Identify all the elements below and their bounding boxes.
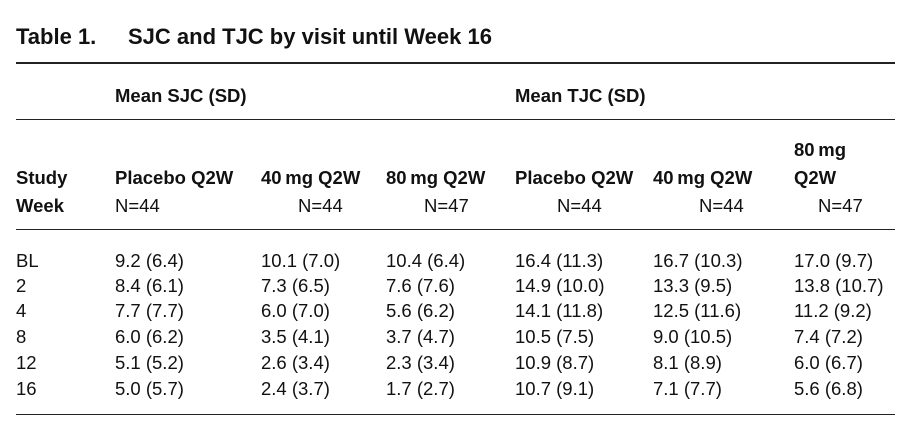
cell-tjc-80mg: 13.8 (10.7) bbox=[794, 275, 884, 296]
bottom-rule bbox=[16, 414, 895, 415]
n-tjc-40mg: N=44 bbox=[699, 195, 744, 216]
n-tjc-80mg: N=47 bbox=[818, 195, 863, 216]
cell-sjc-80mg: 3.7 (4.7) bbox=[386, 326, 455, 347]
cell-sjc-40mg: 3.5 (4.1) bbox=[261, 326, 330, 347]
col-header-sjc-80mg: 80 mg Q2W bbox=[386, 167, 486, 188]
cell-sjc-80mg: 10.4 (6.4) bbox=[386, 250, 466, 271]
row-week: 2 bbox=[16, 275, 27, 296]
cell-tjc-placebo: 10.5 (7.5) bbox=[515, 326, 595, 347]
cell-tjc-40mg: 16.7 (10.3) bbox=[653, 250, 743, 271]
n-sjc-40mg: N=44 bbox=[298, 195, 343, 216]
group-header-rule bbox=[16, 119, 895, 120]
cell-sjc-80mg: 7.6 (7.6) bbox=[386, 275, 455, 296]
row-week: 8 bbox=[16, 326, 27, 347]
group-header-sjc: Mean SJC (SD) bbox=[115, 85, 247, 106]
cell-tjc-placebo: 10.9 (8.7) bbox=[515, 352, 595, 373]
cell-sjc-80mg: 1.7 (2.7) bbox=[386, 378, 455, 399]
cell-sjc-placebo: 6.0 (6.2) bbox=[115, 326, 184, 347]
col-header-tjc-80mg-line1: 80 mg bbox=[794, 139, 847, 160]
n-sjc-80mg: N=47 bbox=[424, 195, 469, 216]
col-header-tjc-placebo: Placebo Q2W bbox=[515, 167, 634, 188]
row-week: 12 bbox=[16, 352, 37, 373]
cell-sjc-placebo: 7.7 (7.7) bbox=[115, 300, 184, 321]
group-header-tjc: Mean TJC (SD) bbox=[515, 85, 646, 106]
row-week: BL bbox=[16, 250, 39, 271]
header-bottom-rule bbox=[16, 229, 895, 230]
cell-tjc-80mg: 17.0 (9.7) bbox=[794, 250, 874, 271]
cell-tjc-40mg: 9.0 (10.5) bbox=[653, 326, 733, 347]
row-week: 4 bbox=[16, 300, 27, 321]
cell-sjc-80mg: 5.6 (6.2) bbox=[386, 300, 455, 321]
cell-tjc-80mg: 11.2 (9.2) bbox=[794, 300, 872, 321]
cell-sjc-40mg: 2.4 (3.7) bbox=[261, 378, 330, 399]
cell-sjc-40mg: 2.6 (3.4) bbox=[261, 352, 330, 373]
cell-tjc-placebo: 14.1 (11.8) bbox=[515, 300, 604, 321]
cell-sjc-placebo: 9.2 (6.4) bbox=[115, 250, 184, 271]
table-title: Table 1. SJC and TJC by visit until Week … bbox=[16, 24, 492, 50]
cell-tjc-placebo: 14.9 (10.0) bbox=[515, 275, 605, 296]
cell-sjc-placebo: 5.1 (5.2) bbox=[115, 352, 184, 373]
row-week: 16 bbox=[16, 378, 37, 399]
n-sjc-placebo: N=44 bbox=[115, 195, 160, 216]
cell-tjc-40mg: 12.5 (11.6) bbox=[653, 300, 742, 321]
cell-sjc-40mg: 7.3 (6.5) bbox=[261, 275, 330, 296]
stub-header-line2: Week bbox=[16, 195, 64, 216]
cell-tjc-40mg: 8.1 (8.9) bbox=[653, 352, 722, 373]
col-header-tjc-40mg: 40 mg Q2W bbox=[653, 167, 753, 188]
cell-tjc-40mg: 13.3 (9.5) bbox=[653, 275, 733, 296]
cell-sjc-40mg: 10.1 (7.0) bbox=[261, 250, 341, 271]
cell-tjc-40mg: 7.1 (7.7) bbox=[653, 378, 722, 399]
cell-tjc-placebo: 10.7 (9.1) bbox=[515, 378, 595, 399]
n-tjc-placebo: N=44 bbox=[557, 195, 602, 216]
col-header-tjc-80mg-line2: Q2W bbox=[794, 167, 837, 188]
col-header-sjc-placebo: Placebo Q2W bbox=[115, 167, 234, 188]
col-header-sjc-40mg: 40 mg Q2W bbox=[261, 167, 361, 188]
cell-tjc-placebo: 16.4 (11.3) bbox=[515, 250, 604, 271]
cell-tjc-80mg: 5.6 (6.8) bbox=[794, 378, 863, 399]
cell-sjc-placebo: 8.4 (6.1) bbox=[115, 275, 184, 296]
cell-sjc-40mg: 6.0 (7.0) bbox=[261, 300, 330, 321]
stub-header-line1: Study bbox=[16, 167, 68, 188]
cell-tjc-80mg: 6.0 (6.7) bbox=[794, 352, 863, 373]
cell-sjc-placebo: 5.0 (5.7) bbox=[115, 378, 184, 399]
cell-tjc-80mg: 7.4 (7.2) bbox=[794, 326, 863, 347]
table-number: Table 1. bbox=[16, 24, 97, 49]
cell-sjc-80mg: 2.3 (3.4) bbox=[386, 352, 455, 373]
top-rule bbox=[16, 62, 895, 64]
table-title-text: SJC and TJC by visit until Week 16 bbox=[128, 24, 492, 49]
